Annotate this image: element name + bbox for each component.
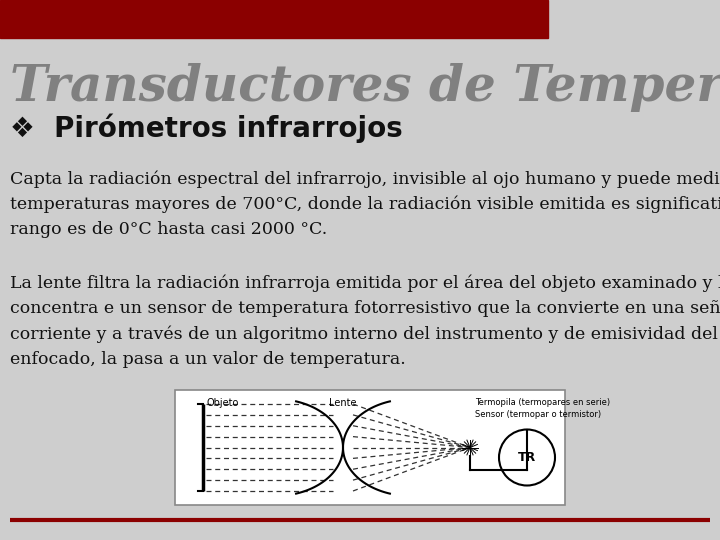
Text: Objeto: Objeto xyxy=(207,398,239,408)
Text: Lente: Lente xyxy=(329,398,356,408)
Text: ❖  Pirómetros infrarrojos: ❖ Pirómetros infrarrojos xyxy=(10,113,402,143)
Text: Capta la radiación espectral del infrarrojo, invisible al ojo humano y puede med: Capta la radiación espectral del infrarr… xyxy=(10,170,720,238)
Text: Termopila (termopares en serie)
Sensor (termopar o termistor): Termopila (termopares en serie) Sensor (… xyxy=(475,398,610,419)
Circle shape xyxy=(499,429,555,485)
Bar xyxy=(175,390,565,505)
Text: La lente filtra la radiación infrarroja emitida por el área del objeto examinado: La lente filtra la radiación infrarroja … xyxy=(10,275,720,368)
Text: Transductores de Temperatura: Transductores de Temperatura xyxy=(10,64,720,112)
Text: TR: TR xyxy=(518,451,536,464)
Bar xyxy=(0,0,548,38)
